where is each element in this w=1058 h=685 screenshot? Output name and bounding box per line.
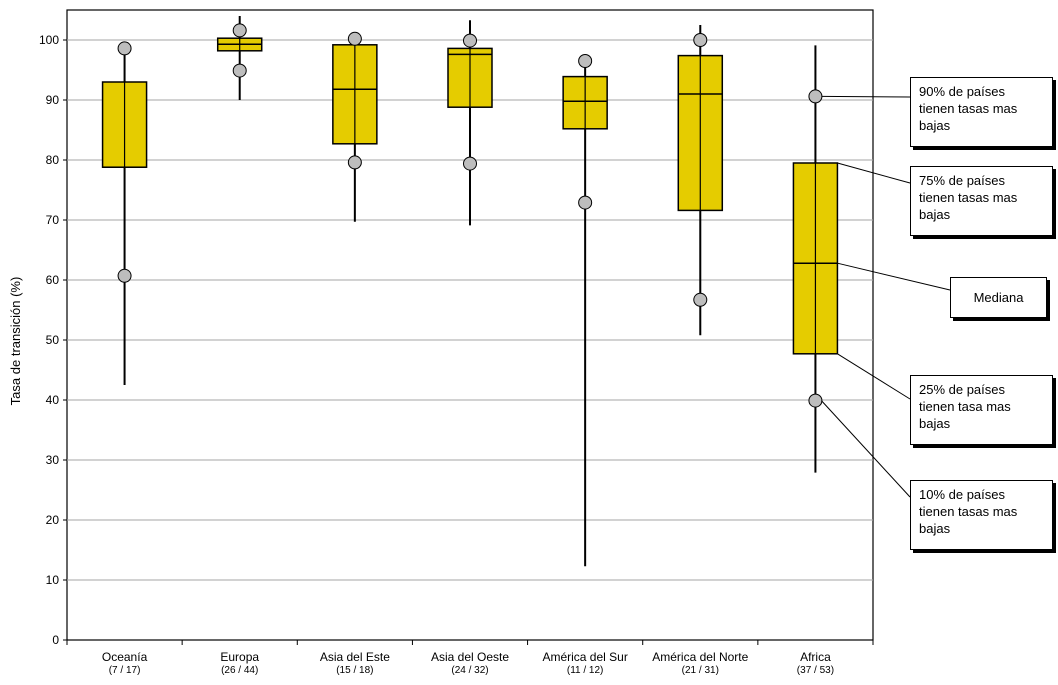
- box-oceanía: [101, 41, 148, 385]
- p10-marker: [808, 393, 823, 408]
- p90-marker: [232, 23, 247, 38]
- y-tick-label: 100: [39, 33, 59, 47]
- p10-marker: [232, 63, 247, 78]
- leader-q3: [837, 162, 911, 184]
- y-tick-label: 40: [46, 393, 60, 407]
- annotation-median: Mediana: [950, 277, 1047, 318]
- x-category-label: América del Sur: [542, 650, 627, 664]
- box-américa-del-norte: [677, 25, 724, 336]
- x-category-count: (15 / 18): [336, 665, 373, 676]
- y-tick-label: 70: [46, 213, 60, 227]
- x-category-count: (21 / 31): [682, 665, 719, 676]
- y-tick-label: 0: [52, 633, 59, 647]
- x-category-count: (37 / 53): [797, 665, 834, 676]
- leader-p10: [821, 400, 911, 498]
- p90-marker: [693, 33, 708, 47]
- y-tick-label: 60: [46, 273, 60, 287]
- x-category-count: (26 / 44): [221, 665, 258, 676]
- y-tick-label: 10: [46, 573, 60, 587]
- x-category-label: Asia del Este: [320, 650, 390, 664]
- x-category-label: Europa: [220, 650, 259, 664]
- p90-marker: [347, 31, 362, 46]
- box-asia-del-oeste: [447, 20, 493, 226]
- box-asia-del-este: [332, 31, 378, 222]
- x-category-count: (24 / 32): [451, 665, 488, 676]
- box-africa: [792, 45, 839, 473]
- y-tick-label: 80: [46, 153, 60, 167]
- plot-frame: [66, 9, 874, 641]
- x-category-label: Oceanía: [102, 650, 148, 664]
- leader-q1: [837, 353, 911, 400]
- y-tick-label: 50: [46, 333, 60, 347]
- x-category-count: (7 / 17): [109, 665, 141, 676]
- p10-marker: [463, 156, 477, 171]
- box-europa: [216, 16, 263, 100]
- y-axis: 0 10 20 30 40 50 60 70 80 90 100: [39, 33, 67, 647]
- box-américa-del-sur: [562, 54, 608, 567]
- x-axis: Oceanía(7 / 17) Europa(26 / 44) Asia del E…: [66, 640, 874, 676]
- y-tick-label: 30: [46, 453, 60, 467]
- annotation-p10: 10% de países tienen tasas mas bajas: [910, 480, 1053, 550]
- p10-marker: [347, 155, 362, 170]
- x-category-count: (11 / 12): [567, 665, 604, 676]
- p90-marker: [117, 41, 132, 56]
- p90-marker: [463, 33, 477, 48]
- x-category-label: Africa: [800, 650, 831, 664]
- x-category-label: América del Norte: [652, 650, 748, 664]
- boxes: [101, 16, 839, 567]
- p10-marker: [117, 268, 132, 283]
- x-category-label: Asia del Oeste: [431, 650, 509, 664]
- annotation-q3: 75% de países tienen tasas mas bajas: [910, 166, 1053, 236]
- y-axis-title: Tasa de transición (%): [8, 277, 23, 406]
- p10-marker: [693, 292, 708, 307]
- p10-marker: [578, 195, 593, 210]
- leader-p90: [821, 95, 911, 98]
- y-tick-label: 90: [46, 93, 60, 107]
- p90-marker: [578, 54, 593, 68]
- annotation-leaders: [821, 95, 951, 498]
- annotation-p90: 90% de países tienen tasas mas bajas: [910, 77, 1053, 147]
- annotation-q1: 25% de países tienen tasa mas bajas: [910, 375, 1053, 445]
- y-tick-label: 20: [46, 513, 60, 527]
- p90-marker: [808, 89, 823, 104]
- leader-median: [837, 262, 951, 291]
